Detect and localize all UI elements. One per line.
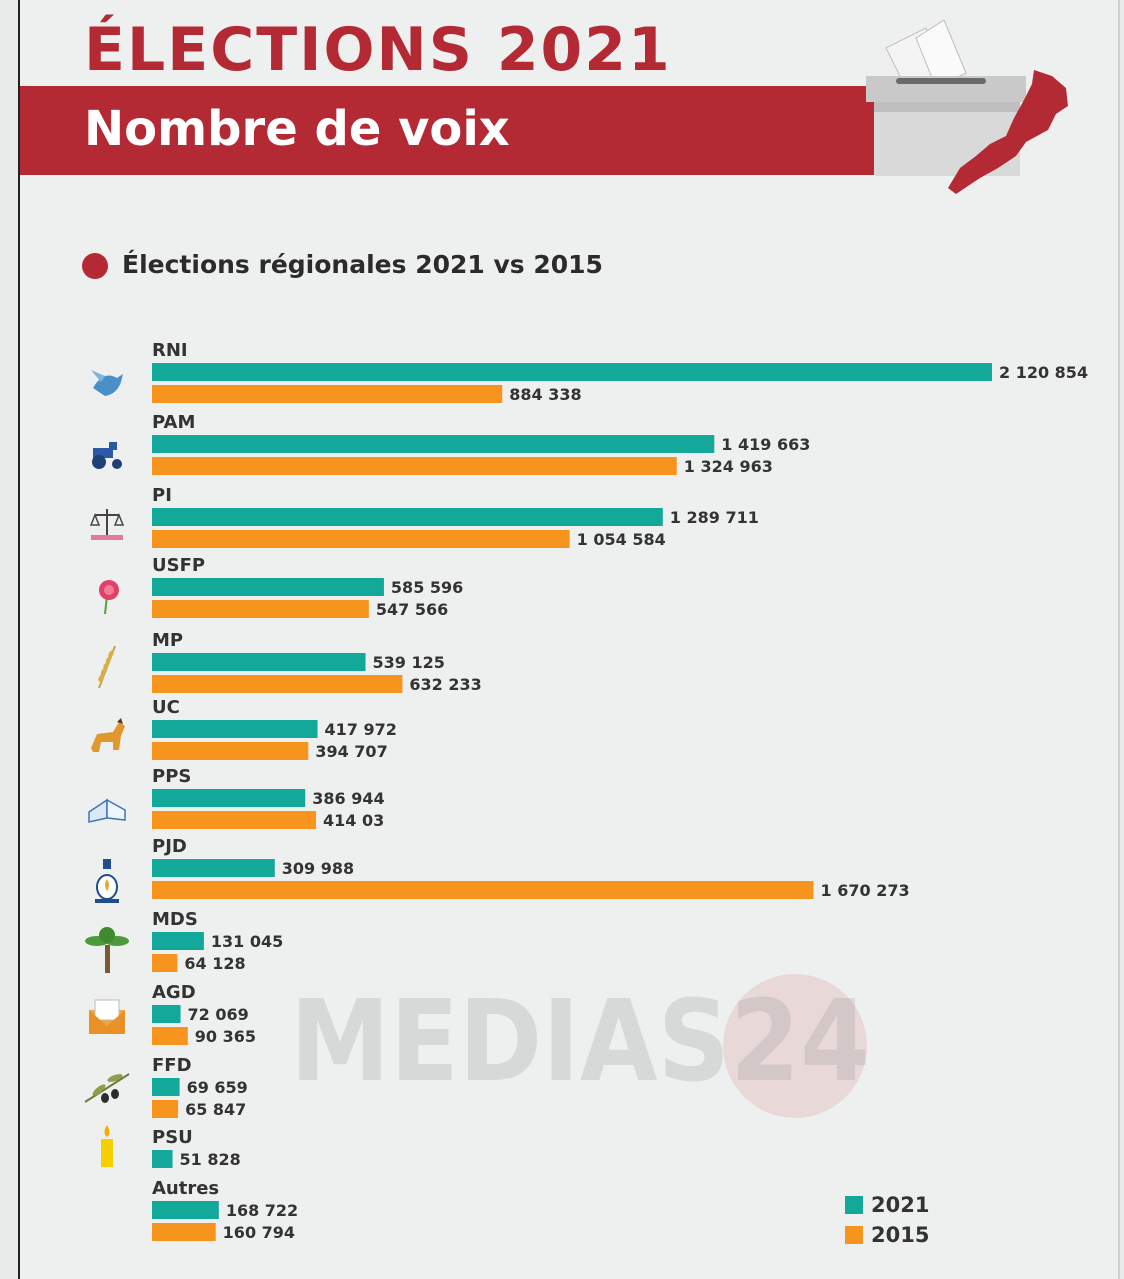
legend-item-2021: 2021 [845,1190,929,1220]
legend-swatch-2015 [845,1226,863,1244]
bar-pjd-2021 [152,859,275,877]
bar-pjd-2015 [152,881,814,899]
right-frame-line [1118,0,1120,1279]
legend-swatch-2021 [845,1196,863,1214]
value-label-ffd-2015: 65 847 [185,1100,246,1119]
value-label-pi-2021: 1 289 711 [670,508,759,527]
palm-tree-icon [85,927,129,973]
category-label-pjd: PJD [152,836,187,857]
bar-mp-2015 [152,675,403,693]
value-label-pps-2015: 414 03 [323,811,384,830]
section-title: Élections régionales 2021 vs 2015 [122,250,603,279]
bar-mds-2015 [152,954,178,972]
title-banner [20,86,950,175]
bar-ffd-2021 [152,1078,180,1096]
bar-pps-2015 [152,811,316,829]
value-label-autres-2021: 168 722 [226,1201,298,1220]
bar-mp-2021 [152,653,366,671]
value-label-psu-2021: 51 828 [180,1150,241,1169]
value-label-rni-2015: 884 338 [509,385,581,404]
bar-uc-2021 [152,720,318,738]
value-label-rni-2021: 2 120 854 [999,363,1088,382]
bar-pps-2021 [152,789,306,807]
value-label-pi-2015: 1 054 584 [577,530,666,549]
category-label-pps: PPS [152,766,191,787]
bar-usfp-2015 [152,600,369,618]
book-icon [88,798,126,823]
legend-item-2015: 2015 [845,1220,929,1250]
scales-icon [89,509,125,540]
value-label-mds-2015: 64 128 [184,954,245,973]
bar-mds-2021 [152,932,204,950]
envelope-icon [89,999,125,1034]
ballot-box-map-icon [866,19,1068,194]
wheat-icon [98,645,116,689]
category-label-rni: RNI [152,340,188,361]
category-label-autres: Autres [152,1178,219,1199]
section-bullet [82,253,108,279]
category-label-pam: PAM [152,412,195,433]
candle-icon [101,1125,113,1167]
value-label-agd-2021: 72 069 [188,1005,249,1024]
value-label-mds-2021: 131 045 [211,932,283,951]
bar-agd-2015 [152,1027,188,1045]
subtitle: Nombre de voix [84,101,510,157]
left-frame-line [18,0,20,1279]
value-label-uc-2021: 417 972 [325,720,397,739]
rose-icon [99,580,119,615]
category-label-ffd: FFD [152,1055,192,1076]
legend: 2021 2015 [845,1190,929,1250]
legend-label-2015: 2015 [871,1223,930,1247]
value-label-pjd-2021: 309 988 [282,859,354,878]
category-label-uc: UC [152,697,180,718]
bar-pam-2015 [152,457,677,475]
category-label-agd: AGD [152,982,196,1003]
bar-psu-2021 [152,1150,173,1168]
dove-icon [91,370,123,396]
value-label-pam-2021: 1 419 663 [721,435,810,454]
bar-autres-2021 [152,1201,219,1219]
bar-pam-2021 [152,435,715,453]
value-label-pps-2021: 386 944 [312,789,384,808]
lamp-icon [95,859,119,903]
bar-rni-2021 [152,363,992,381]
bar-uc-2015 [152,742,309,760]
bar-pi-2015 [152,530,570,548]
legend-label-2021: 2021 [871,1193,930,1217]
category-label-pi: PI [152,485,172,506]
value-label-mp-2021: 539 125 [373,653,445,672]
category-label-usfp: USFP [152,555,205,576]
value-label-ffd-2021: 69 659 [187,1078,248,1097]
medias24-watermark: MEDIAS24 [290,974,870,1118]
value-label-pam-2015: 1 324 963 [684,457,773,476]
value-label-autres-2015: 160 794 [223,1223,295,1242]
watermark-text: MEDIAS24 [290,977,870,1107]
bar-agd-2021 [152,1005,181,1023]
main-title: ÉLECTIONS 2021 [84,15,672,85]
value-label-usfp-2021: 585 596 [391,578,463,597]
category-label-mds: MDS [152,909,198,930]
value-label-uc-2015: 394 707 [315,742,387,761]
bar-usfp-2021 [152,578,384,596]
bar-ffd-2015 [152,1100,179,1118]
value-label-mp-2015: 632 233 [409,675,481,694]
value-label-agd-2015: 90 365 [195,1027,256,1046]
tractor-icon [92,442,122,469]
category-label-mp: MP [152,630,183,651]
value-label-usfp-2015: 547 566 [376,600,448,619]
bar-autres-2015 [152,1223,216,1241]
category-label-psu: PSU [152,1127,193,1148]
bar-pi-2021 [152,508,663,526]
value-label-pjd-2015: 1 670 273 [821,881,910,900]
card-background [20,0,1118,1279]
olive-branch-icon [84,1073,130,1103]
horse-icon [91,718,125,752]
bar-rni-2015 [152,385,503,403]
